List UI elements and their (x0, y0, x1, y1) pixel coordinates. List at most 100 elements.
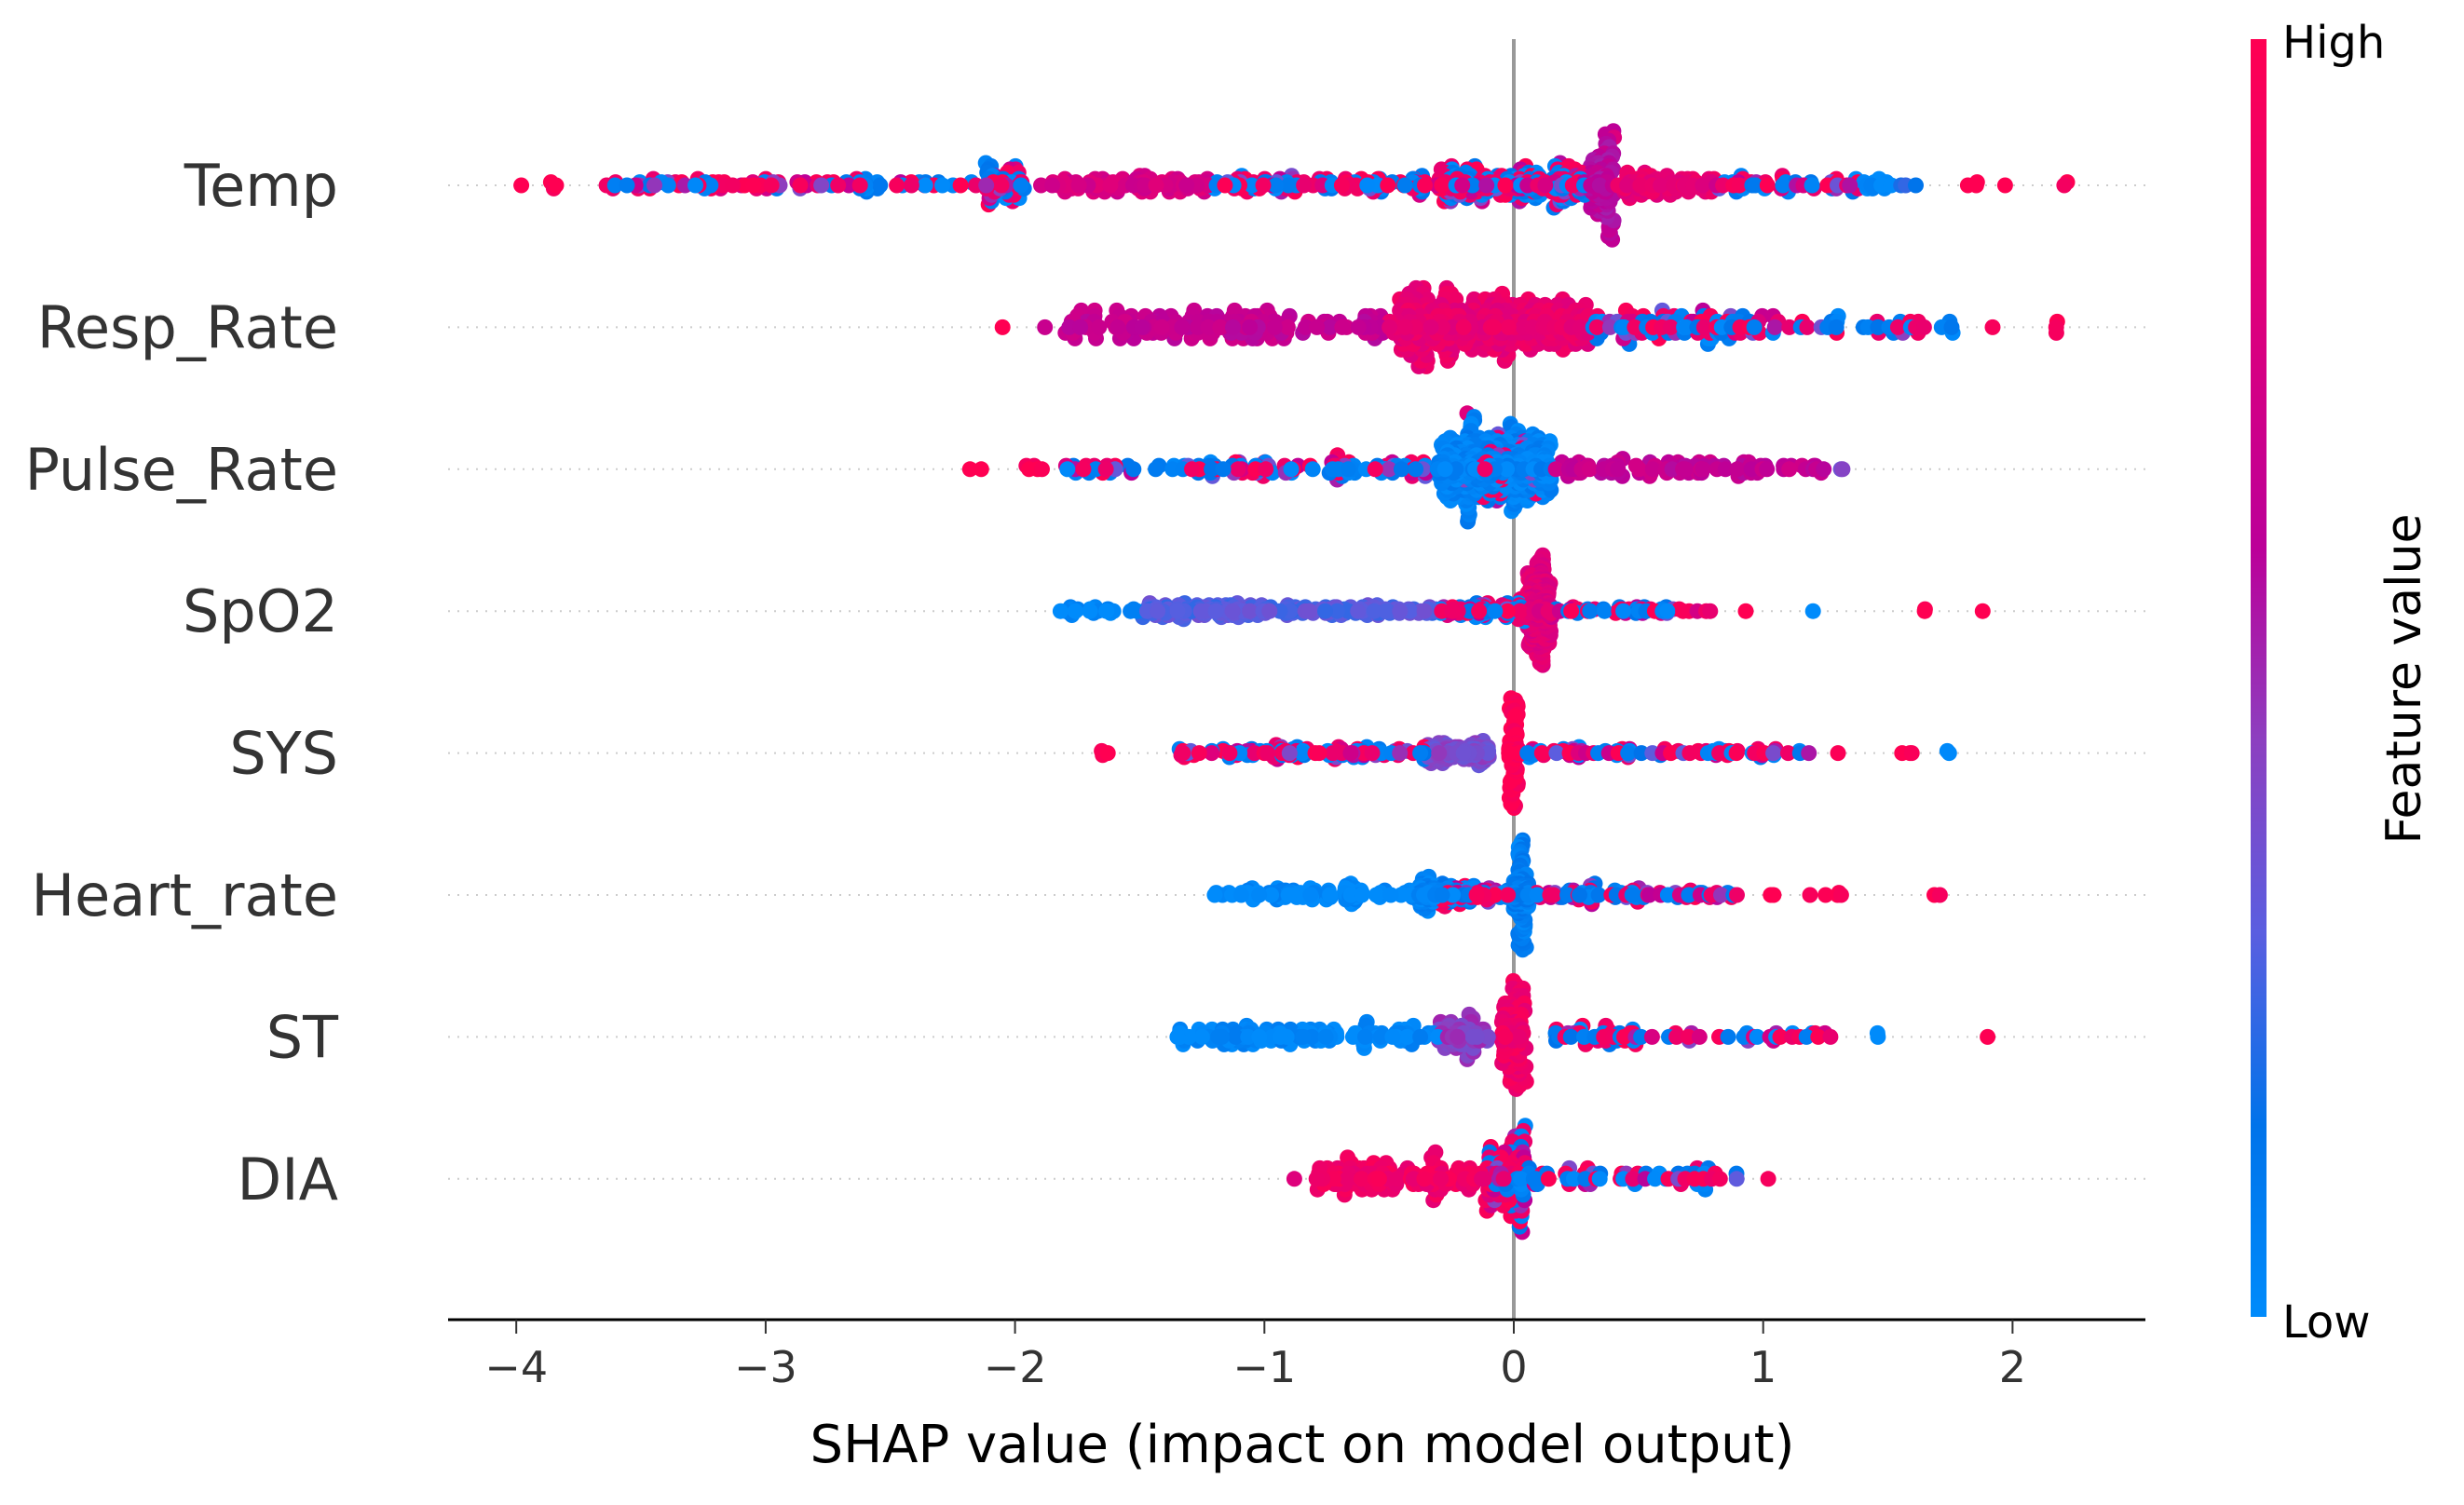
shap-point-st (1822, 1028, 1839, 1045)
shap-point-temp (1417, 177, 1433, 194)
shap-point-sys (1175, 745, 1191, 762)
shap-point-spo2 (1366, 603, 1382, 619)
shap-point-heart_rate (1487, 887, 1504, 903)
shap-point-temp (1695, 177, 1711, 194)
shap-point-heart_rate (1232, 887, 1249, 903)
shap-point-pulse_rate (1499, 461, 1516, 478)
shap-point-pulse_rate (1340, 461, 1356, 478)
shap-point-temp (993, 177, 1010, 194)
shap-point-pulse_rate (1215, 461, 1232, 478)
shap-point-temp (1454, 177, 1471, 194)
shap-point-sys (1392, 745, 1409, 762)
shap-point-resp_rate (1746, 319, 1763, 335)
shap-point-pulse_rate (961, 461, 978, 478)
colorbar-low-label: Low (2282, 1296, 2371, 1349)
shap-point-st (1668, 1028, 1685, 1045)
shap-point-dia (1528, 1171, 1545, 1187)
colorbar-high-label: High (2282, 17, 2385, 69)
shap-point-temp (513, 177, 530, 194)
shap-point-dia (1370, 1171, 1387, 1187)
shap-point-sys (1620, 745, 1637, 762)
shap-point-spo2 (1512, 603, 1528, 619)
shap-point-spo2 (1563, 603, 1580, 619)
shap-point-spo2 (1350, 603, 1367, 619)
shap-point-resp_rate (1091, 319, 1108, 335)
shap-point-sys (1455, 745, 1472, 762)
shap-point-temp (1967, 177, 1984, 194)
shap-point-spo2 (1702, 603, 1719, 619)
shap-point-temp (903, 177, 919, 194)
shap-point-heart_rate (1572, 887, 1587, 903)
shap-point-resp_rate (1615, 319, 1632, 335)
shap-point-pulse_rate (1075, 461, 1092, 478)
shap-point-temp (934, 177, 950, 194)
shap-point-st (1295, 1028, 1312, 1045)
shap-point-heart_rate (1302, 887, 1319, 903)
x-tick-label: −1 (1232, 1342, 1296, 1392)
shap-point-sys (1342, 745, 1359, 762)
shap-point-temp (1044, 177, 1061, 194)
shap-point-temp (660, 177, 676, 194)
shap-point-resp_rate (1309, 319, 1326, 335)
feature-label: SpO2 (183, 577, 338, 645)
shap-point-sys (1325, 745, 1341, 762)
shap-point-sys (1501, 745, 1518, 762)
shap-point-heart_rate (1280, 887, 1297, 903)
shap-point-resp_rate (1572, 319, 1589, 335)
shap-point-resp_rate (1588, 319, 1605, 335)
shap-points (513, 123, 2076, 1241)
shap-point-heart_rate (1590, 887, 1607, 903)
shap-point-resp_rate (1072, 319, 1089, 335)
shap-point-st (1228, 1028, 1244, 1045)
shap-point-dia (1577, 1171, 1594, 1187)
shap-point-heart_rate (1368, 887, 1384, 903)
shap-point-temp (1296, 177, 1313, 194)
shap-point-temp (1070, 177, 1087, 194)
shap-point-sys (1221, 745, 1238, 762)
shap-point-pulse_rate (1743, 461, 1760, 478)
shap-point-temp (1564, 177, 1581, 194)
shap-point-st (1372, 1028, 1389, 1045)
shap-point-temp (1908, 177, 1924, 194)
shap-point-sys (1281, 745, 1298, 762)
shap-point-spo2 (1916, 603, 1933, 619)
shap-point-sys (1364, 745, 1381, 762)
shap-point-pulse_rate (1367, 461, 1383, 478)
shap-point-resp_rate (1109, 319, 1126, 335)
shap-point-spo2 (1499, 603, 1516, 619)
shap-point-spo2 (1224, 603, 1241, 619)
shap-point-st (1251, 1028, 1268, 1045)
shap-point-resp_rate (1153, 319, 1170, 335)
shap-point-temp (1148, 177, 1164, 194)
shap-point-sys (1519, 745, 1536, 762)
shap-point-st (1273, 1028, 1288, 1045)
shap-point-heart_rate (1354, 887, 1370, 903)
feature-label: Pulse_Rate (25, 436, 338, 504)
shap-point-resp_rate (1486, 319, 1503, 335)
shap-point-resp_rate (1627, 319, 1643, 335)
shap-point-pulse_rate (1759, 461, 1776, 478)
shap-point-st (1193, 1028, 1210, 1045)
shap-point-resp_rate (1322, 319, 1339, 335)
shap-point-resp_rate (1781, 319, 1798, 335)
shap-point-spo2 (1540, 603, 1557, 619)
shap-point-st (1450, 1028, 1466, 1045)
shap-point-temp (548, 177, 565, 194)
shap-point-dia (1340, 1171, 1355, 1187)
shap-point-resp_rate (1943, 319, 1960, 335)
shap-point-heart_rate (1445, 887, 1462, 903)
shap-point-heart_rate (1468, 887, 1485, 903)
shap-point-pulse_rate (1148, 461, 1164, 478)
shap-point-dia (1474, 1171, 1490, 1187)
shap-point-temp (1244, 177, 1260, 194)
shap-point-pulse_rate (1097, 461, 1114, 478)
shap-point-sys (1681, 745, 1698, 762)
shap-point-sys (1711, 745, 1728, 762)
shap-point-temp (1033, 177, 1049, 194)
shap-point-spo2 (1596, 603, 1613, 619)
shap-point-st (1980, 1028, 1996, 1045)
shap-point-heart_rate (1559, 887, 1576, 903)
shap-point-pulse_rate (1258, 461, 1274, 478)
colorbar (2251, 39, 2267, 1317)
shap-point-dia (1591, 1171, 1608, 1187)
